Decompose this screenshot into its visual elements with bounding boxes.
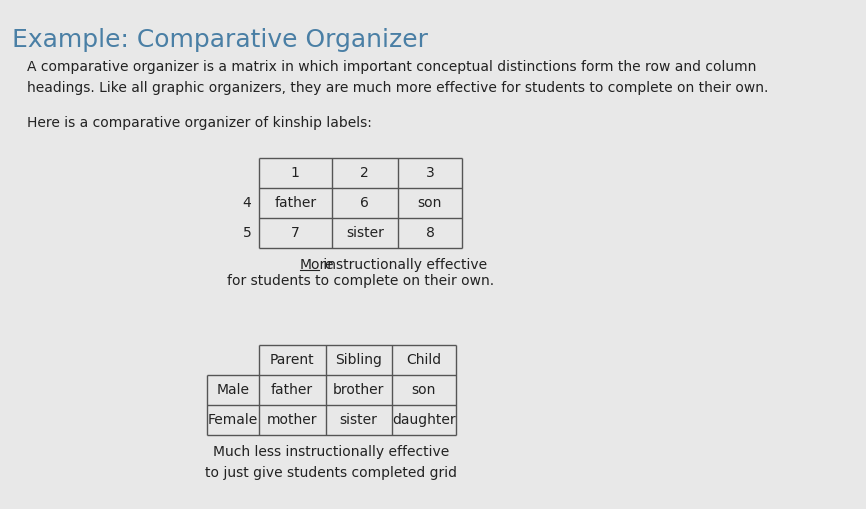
Text: father: father xyxy=(271,383,313,397)
Text: 1: 1 xyxy=(291,166,300,180)
Text: son: son xyxy=(411,383,436,397)
Text: instructionally effective: instructionally effective xyxy=(320,258,488,272)
Text: brother: brother xyxy=(333,383,385,397)
Text: Child: Child xyxy=(406,353,442,367)
Text: Female: Female xyxy=(208,413,258,427)
Text: Here is a comparative organizer of kinship labels:: Here is a comparative organizer of kinsh… xyxy=(27,116,372,130)
Text: Example: Comparative Organizer: Example: Comparative Organizer xyxy=(12,28,429,52)
Text: Male: Male xyxy=(216,383,249,397)
Text: Parent: Parent xyxy=(270,353,314,367)
Text: 7: 7 xyxy=(291,226,300,240)
Text: Much less instructionally effective
to just give students completed grid: Much less instructionally effective to j… xyxy=(205,445,457,479)
Text: mother: mother xyxy=(267,413,318,427)
Text: 4: 4 xyxy=(242,196,251,210)
Text: father: father xyxy=(275,196,316,210)
Text: sister: sister xyxy=(339,413,378,427)
Text: More: More xyxy=(300,258,334,272)
Text: 2: 2 xyxy=(360,166,369,180)
Text: for students to complete on their own.: for students to complete on their own. xyxy=(227,274,494,288)
Text: A comparative organizer is a matrix in which important conceptual distinctions f: A comparative organizer is a matrix in w… xyxy=(27,60,768,95)
Text: 5: 5 xyxy=(242,226,251,240)
Text: son: son xyxy=(417,196,443,210)
Text: sister: sister xyxy=(346,226,384,240)
Text: 8: 8 xyxy=(425,226,435,240)
Text: Sibling: Sibling xyxy=(335,353,382,367)
Text: 3: 3 xyxy=(425,166,435,180)
Text: 6: 6 xyxy=(360,196,369,210)
Text: daughter: daughter xyxy=(392,413,456,427)
